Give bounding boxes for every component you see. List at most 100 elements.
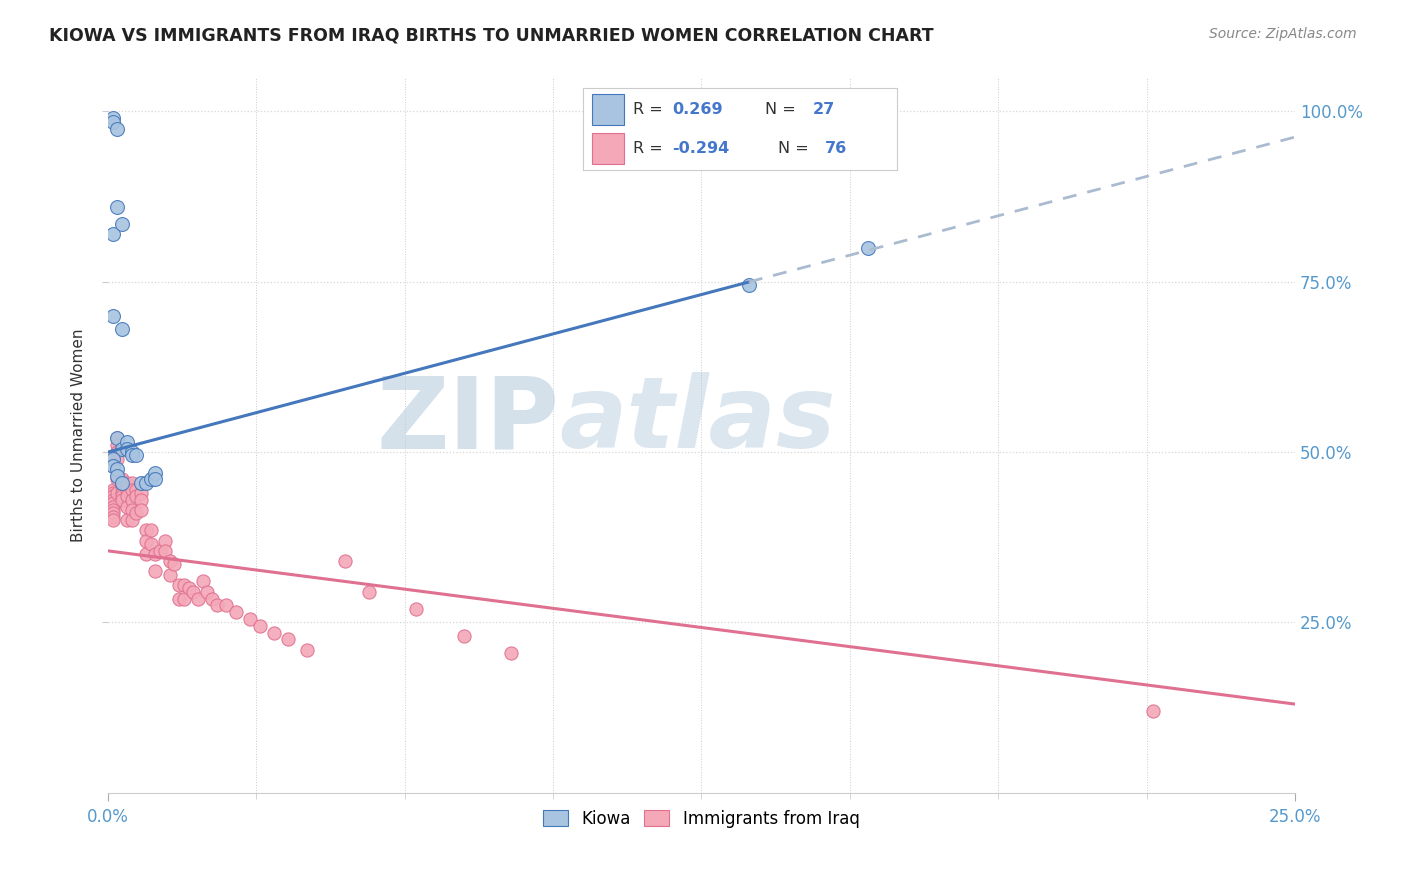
Point (239, 612, 262, 626)
Point (139, 472, 162, 486)
Point (111, 475, 134, 490)
Point (135, 524, 157, 538)
Point (125, 449, 148, 463)
Point (105, 451, 128, 466)
Point (225, 605, 247, 619)
Text: atlas: atlas (560, 372, 835, 469)
Point (153, 533, 176, 548)
Point (159, 554, 181, 568)
Point (115, 489, 138, 503)
Text: KIOWA VS IMMIGRANTS FROM IRAQ BIRTHS TO UNMARRIED WOMEN CORRELATION CHART: KIOWA VS IMMIGRANTS FROM IRAQ BIRTHS TO … (49, 27, 934, 45)
Legend: Kiowa, Immigrants from Iraq: Kiowa, Immigrants from Iraq (537, 803, 866, 834)
Point (856, 241, 879, 255)
Point (297, 642, 319, 657)
Point (121, 483, 143, 497)
Point (125, 507, 148, 521)
Point (143, 547, 166, 561)
Point (111, 492, 134, 507)
Point (139, 537, 162, 551)
Point (263, 625, 285, 640)
Point (167, 591, 190, 606)
Point (105, 469, 128, 483)
Point (191, 574, 214, 589)
Point (121, 503, 143, 517)
Point (121, 445, 143, 459)
Point (101, 458, 124, 473)
Point (105, 472, 128, 486)
Point (111, 486, 134, 500)
Point (173, 578, 195, 592)
Point (129, 503, 152, 517)
Point (111, 475, 134, 490)
Point (101, 489, 124, 503)
Point (115, 475, 138, 490)
Point (105, 462, 128, 476)
Point (277, 632, 299, 647)
Point (405, 601, 427, 615)
Point (249, 619, 271, 633)
Text: ZIP: ZIP (375, 372, 560, 469)
Point (111, 479, 134, 493)
Point (167, 578, 190, 592)
Point (129, 492, 152, 507)
Point (101, 227, 124, 241)
Point (173, 591, 195, 606)
Point (121, 513, 143, 527)
Point (143, 472, 166, 486)
Point (129, 475, 152, 490)
Point (101, 114, 124, 128)
Point (105, 432, 128, 446)
Point (101, 513, 124, 527)
Point (105, 200, 128, 214)
Point (135, 475, 157, 490)
Point (115, 442, 138, 456)
Point (738, 278, 761, 293)
Point (153, 544, 176, 558)
Point (453, 629, 475, 643)
Point (101, 503, 124, 517)
Point (115, 434, 138, 449)
Point (149, 544, 172, 558)
Point (125, 483, 148, 497)
Point (101, 112, 124, 126)
Point (105, 486, 128, 500)
Point (1142, 704, 1164, 718)
Point (111, 472, 134, 486)
Point (115, 483, 138, 497)
Point (357, 584, 380, 599)
Point (101, 492, 124, 507)
Point (121, 449, 143, 463)
Point (121, 475, 143, 490)
Point (111, 217, 134, 231)
Point (105, 121, 128, 136)
Point (115, 513, 138, 527)
Point (111, 322, 134, 336)
Y-axis label: Births to Unmarried Women: Births to Unmarried Women (72, 328, 86, 541)
Point (101, 451, 124, 466)
Point (101, 483, 124, 497)
Point (101, 500, 124, 514)
Point (159, 567, 181, 582)
Point (101, 509, 124, 524)
Point (101, 507, 124, 521)
Point (143, 466, 166, 480)
Point (181, 584, 204, 599)
Point (125, 489, 148, 503)
Point (115, 500, 138, 514)
Point (187, 591, 209, 606)
Point (177, 582, 200, 596)
Point (135, 547, 157, 561)
Point (121, 492, 143, 507)
Point (163, 558, 186, 572)
Point (143, 564, 166, 578)
Point (135, 533, 157, 548)
Point (205, 599, 228, 613)
Point (101, 496, 124, 510)
Point (105, 432, 128, 446)
Point (105, 438, 128, 452)
Point (335, 554, 357, 568)
Point (111, 442, 134, 456)
Point (111, 489, 134, 503)
Point (197, 584, 219, 599)
Point (105, 445, 128, 459)
